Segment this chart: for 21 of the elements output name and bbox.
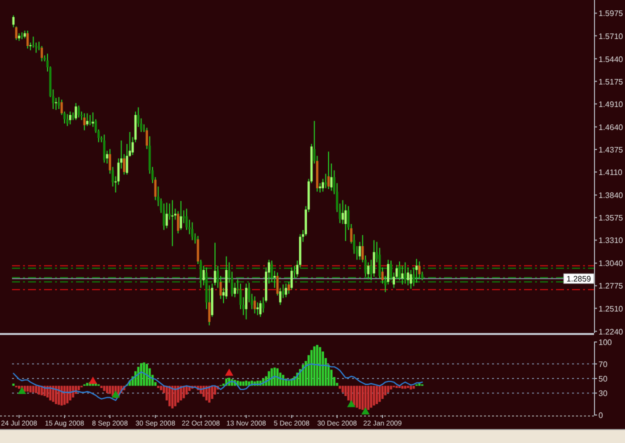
y-tick-label: 1.5440 xyxy=(598,54,624,64)
y-tick-label: 50 xyxy=(598,374,608,383)
y-tick-label: 1.3575 xyxy=(598,213,624,222)
y-tick-label: 1.4910 xyxy=(598,99,624,108)
y-tick-label: 1.4640 xyxy=(598,122,624,132)
ref-line-label: 1.2859 xyxy=(566,274,592,284)
y-tick-label: 0 xyxy=(598,410,604,420)
y-tick-label: 1.2775 xyxy=(598,281,624,290)
y-tick-label: 1.5975 xyxy=(598,8,624,18)
y-tick-label: 1.4375 xyxy=(598,144,624,154)
y-tick-label: 100 xyxy=(598,338,612,346)
y-tick-label: 1.2240 xyxy=(598,326,624,336)
y-tick-label: 1.5175 xyxy=(598,76,624,86)
y-tick-label: 1.3840 xyxy=(598,190,624,200)
y-tick-label: 1.3040 xyxy=(598,258,624,268)
y-tick-label: 1.5710 xyxy=(598,31,624,40)
y-tick-label: 30 xyxy=(598,388,608,398)
y-tick-label: 1.4110 xyxy=(598,168,623,177)
y-tick-label: 1.2510 xyxy=(598,304,624,313)
y-tick-label: 1.3310 xyxy=(598,236,624,245)
y-tick-label: 70 xyxy=(598,359,608,368)
